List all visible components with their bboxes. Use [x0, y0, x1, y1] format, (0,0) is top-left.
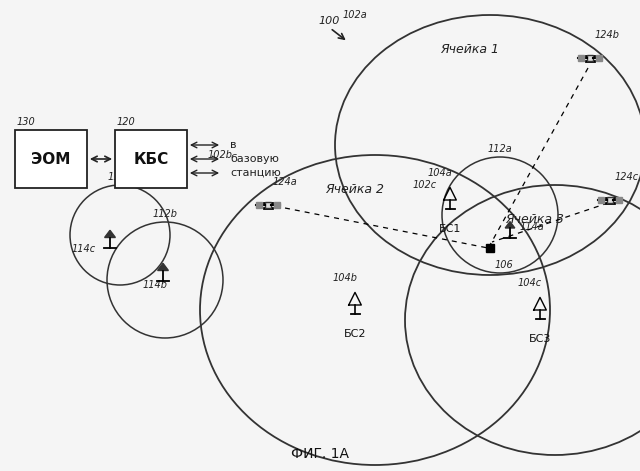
Text: в: в: [230, 140, 237, 150]
Text: 124b: 124b: [595, 30, 620, 40]
Text: 104a: 104a: [428, 168, 452, 178]
Bar: [15, 130, 87, 188]
Text: 102c: 102c: [413, 180, 437, 190]
Text: ЭОМ: ЭОМ: [31, 152, 70, 167]
Text: 114a: 114a: [520, 222, 545, 232]
Text: КБС: КБС: [133, 152, 168, 167]
Text: 100: 100: [318, 16, 339, 26]
Text: 104c: 104c: [518, 278, 542, 288]
Polygon shape: [578, 55, 584, 61]
Text: 112b: 112b: [152, 209, 177, 219]
Text: Ячейка 2: Ячейка 2: [326, 183, 385, 196]
Text: Ячейка 3: Ячейка 3: [506, 213, 564, 226]
Text: Ячейка 1: Ячейка 1: [440, 43, 499, 56]
Polygon shape: [274, 202, 280, 208]
Text: 114c: 114c: [72, 244, 96, 254]
Text: ФИГ. 1А: ФИГ. 1А: [291, 447, 349, 461]
Text: 124a: 124a: [273, 177, 298, 187]
Bar: [265, 202, 271, 208]
Polygon shape: [616, 197, 622, 203]
Text: БС2: БС2: [344, 329, 366, 339]
Polygon shape: [598, 197, 604, 203]
Polygon shape: [104, 230, 115, 237]
Text: 130: 130: [17, 117, 36, 127]
Text: базовую: базовую: [230, 154, 279, 164]
Text: БС1: БС1: [439, 224, 461, 234]
Polygon shape: [256, 202, 262, 208]
Text: 124c: 124c: [615, 172, 639, 182]
Text: 102b: 102b: [208, 150, 233, 160]
Bar: [587, 55, 593, 61]
Polygon shape: [596, 55, 602, 61]
Bar: [607, 197, 613, 203]
Polygon shape: [157, 263, 168, 270]
Text: станцию: станцию: [230, 168, 281, 178]
Text: 106: 106: [495, 260, 514, 270]
Text: 112c: 112c: [108, 172, 132, 182]
Polygon shape: [505, 221, 515, 228]
Bar: [115, 130, 187, 188]
Text: 104b: 104b: [333, 273, 358, 283]
Text: 112a: 112a: [488, 144, 513, 154]
Text: 120: 120: [117, 117, 136, 127]
Text: 102a: 102a: [343, 10, 368, 20]
Text: 114b: 114b: [143, 280, 168, 290]
Text: БС3: БС3: [529, 334, 551, 344]
